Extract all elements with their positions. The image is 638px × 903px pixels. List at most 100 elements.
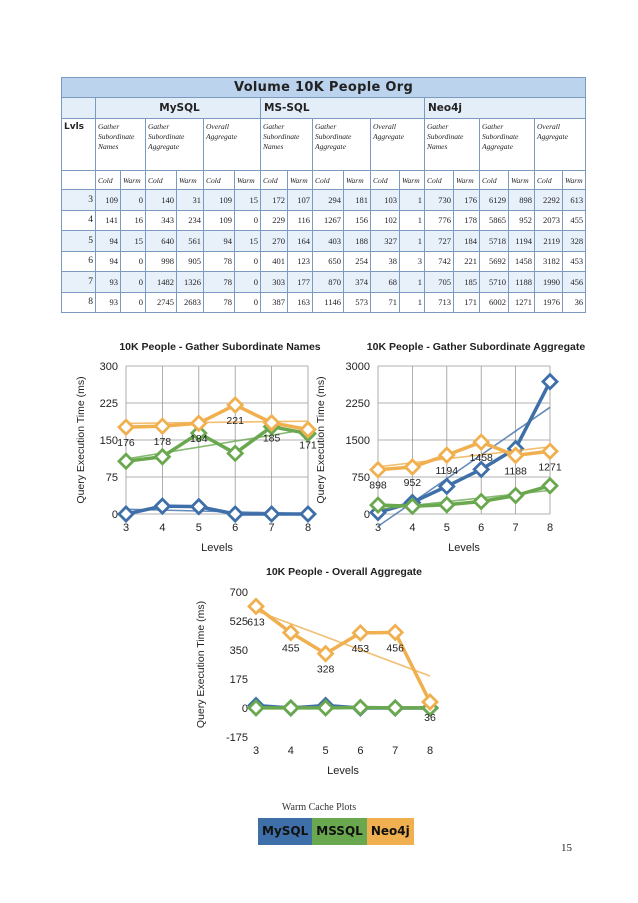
cold-header: Cold bbox=[260, 170, 288, 190]
value-cell: 102 bbox=[370, 209, 400, 231]
data-point bbox=[369, 496, 387, 515]
value-cell: 93 bbox=[95, 271, 121, 293]
op-header: Overall Aggregate bbox=[203, 118, 261, 171]
value-cell: 2683 bbox=[176, 291, 204, 313]
page-number: 15 bbox=[561, 842, 572, 854]
value-cell: 998 bbox=[145, 250, 177, 272]
value-cell: 185 bbox=[453, 271, 480, 293]
op-header: Gather Subordinate Names bbox=[424, 118, 480, 171]
value-cell: 2119 bbox=[534, 230, 563, 252]
value-cell: 2745 bbox=[145, 291, 177, 313]
y-tick-label: 150 bbox=[100, 435, 118, 447]
value-cell: 156 bbox=[343, 209, 371, 231]
y-tick-label: 750 bbox=[352, 472, 370, 484]
value-cell: 1 bbox=[399, 189, 425, 211]
value-cell: 327 bbox=[370, 230, 400, 252]
cold-header: Cold bbox=[479, 170, 509, 190]
data-label: 176 bbox=[117, 437, 135, 449]
value-cell: 38 bbox=[370, 250, 400, 272]
value-cell: 176 bbox=[453, 189, 480, 211]
value-cell: 3 bbox=[399, 250, 425, 272]
value-cell: 68 bbox=[370, 271, 400, 293]
value-cell: 103 bbox=[370, 189, 400, 211]
data-point bbox=[226, 395, 245, 414]
warm-header: Warm bbox=[561, 170, 587, 190]
value-cell: 188 bbox=[343, 230, 371, 252]
data-point bbox=[189, 424, 208, 443]
x-axis-label: Levels bbox=[201, 542, 233, 554]
data-label: 328 bbox=[317, 664, 335, 676]
x-tick-label: 5 bbox=[444, 522, 450, 534]
value-cell: 905 bbox=[176, 250, 204, 272]
value-cell: 453 bbox=[561, 250, 587, 272]
chart-title: 10K People - Gather Subordinate Names bbox=[119, 341, 320, 353]
data-point bbox=[506, 446, 525, 465]
data-point bbox=[316, 644, 335, 663]
value-cell: 5710 bbox=[479, 271, 509, 293]
data-point bbox=[189, 497, 208, 516]
table-title: Volume 10K People Org bbox=[60, 77, 587, 98]
data-point bbox=[153, 417, 172, 436]
warm-header: Warm bbox=[176, 170, 204, 190]
value-cell: 1271 bbox=[508, 291, 535, 313]
value-cell: 16 bbox=[120, 209, 146, 231]
y-axis-label: Query Execution Time (ms) bbox=[195, 601, 207, 728]
value-cell: 870 bbox=[312, 271, 344, 293]
value-cell: 1458 bbox=[508, 250, 535, 272]
cold-header: Cold bbox=[534, 170, 563, 190]
warm-header: Warm bbox=[508, 170, 535, 190]
table-row: 7 93 0 1482 1326 78 0 303 177 870 374 68 1 705 185 5710… bbox=[61, 271, 587, 293]
y-axis-label: Query Execution Time (ms) bbox=[75, 376, 87, 503]
data-point bbox=[316, 698, 335, 717]
data-point bbox=[153, 497, 172, 516]
y-tick-label: 0 bbox=[112, 509, 118, 521]
table-row: 6 94 0 998 905 78 0 401 123 650 254 38 3 742 221 5692 14… bbox=[61, 250, 587, 272]
value-cell: 1990 bbox=[534, 271, 563, 293]
y-tick-label: 700 bbox=[230, 587, 248, 599]
data-label: 185 bbox=[263, 433, 281, 445]
value-cell: 140 bbox=[145, 189, 177, 211]
data-point bbox=[403, 497, 422, 516]
y-tick-label: 75 bbox=[106, 472, 118, 484]
x-tick-label: 6 bbox=[232, 522, 238, 534]
data-point bbox=[117, 418, 135, 437]
data-point bbox=[386, 623, 405, 642]
data-point bbox=[281, 698, 300, 717]
y-tick-label: 1500 bbox=[346, 435, 370, 447]
data-point bbox=[281, 623, 300, 642]
y-tick-label: 350 bbox=[230, 645, 248, 657]
x-axis-label: Levels bbox=[327, 765, 359, 777]
value-cell: 2073 bbox=[534, 209, 563, 231]
cold-header: Cold bbox=[424, 170, 454, 190]
cold-header: Cold bbox=[370, 170, 400, 190]
data-point bbox=[541, 442, 559, 461]
levels-header: Lvls bbox=[61, 118, 96, 171]
value-cell: 116 bbox=[287, 209, 313, 231]
data-point bbox=[153, 447, 172, 466]
data-point bbox=[472, 433, 491, 452]
legend-mysql: MySQL bbox=[258, 818, 313, 845]
value-cell: 15 bbox=[234, 189, 261, 211]
x-tick-label: 3 bbox=[253, 745, 259, 757]
value-cell: 31 bbox=[176, 189, 204, 211]
value-cell: 270 bbox=[260, 230, 288, 252]
warm-header: Warm bbox=[453, 170, 480, 190]
value-cell: 1 bbox=[399, 271, 425, 293]
value-cell: 109 bbox=[95, 189, 121, 211]
value-cell: 0 bbox=[120, 250, 146, 272]
chart-title: 10K People - Overall Aggregate bbox=[266, 566, 422, 578]
value-cell: 15 bbox=[120, 230, 146, 252]
value-cell: 109 bbox=[203, 209, 235, 231]
chart-title: 10K People - Gather Subordinate Aggregat… bbox=[367, 341, 586, 353]
warm-header: Warm bbox=[287, 170, 313, 190]
value-cell: 177 bbox=[287, 271, 313, 293]
value-cell: 6002 bbox=[479, 291, 509, 313]
data-point bbox=[117, 505, 135, 523]
x-tick-label: 7 bbox=[513, 522, 519, 534]
op-header: Gather Subordinate Names bbox=[260, 118, 313, 171]
data-point bbox=[437, 477, 456, 496]
x-tick-label: 5 bbox=[323, 745, 329, 757]
x-tick-label: 6 bbox=[478, 522, 484, 534]
value-cell: 1146 bbox=[312, 291, 344, 313]
chart-overall-aggregate: 10K People - Overall Aggregate-175017535… bbox=[195, 566, 439, 777]
